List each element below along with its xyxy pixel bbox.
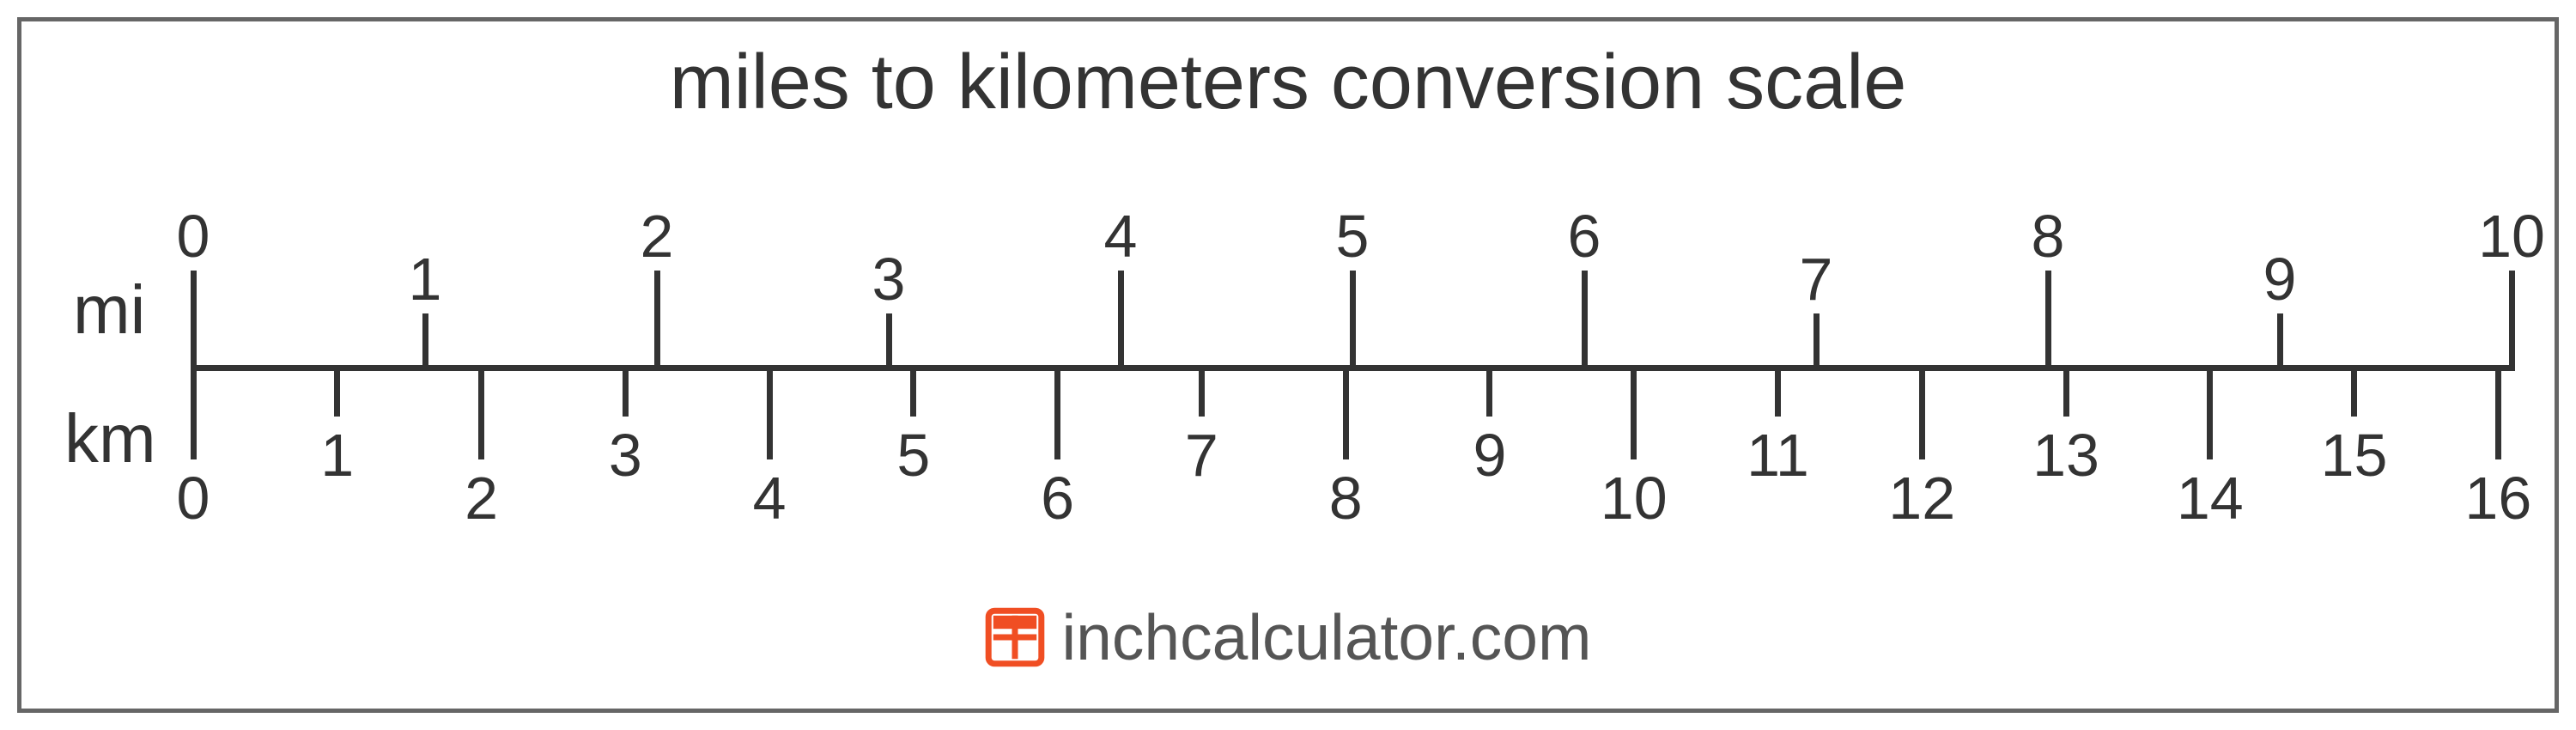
bottom-tick-label: 10 (1601, 464, 1668, 532)
top-tick (1118, 271, 1124, 371)
bottom-tick-label: 15 (2321, 421, 2388, 490)
bottom-tick (1199, 365, 1205, 417)
top-tick (1350, 271, 1356, 371)
bottom-tick-label: 8 (1329, 464, 1363, 532)
footer: inchcalculator.com (21, 600, 2555, 674)
top-tick (1582, 271, 1588, 371)
top-unit-label: mi (73, 271, 145, 350)
bottom-tick (1054, 365, 1060, 459)
top-tick-label: 7 (1800, 245, 1833, 313)
calculator-icon (985, 607, 1045, 667)
bottom-tick-label: 11 (1747, 421, 1809, 490)
bottom-tick-label: 5 (896, 421, 930, 490)
top-tick (2277, 313, 2283, 371)
bottom-tick (334, 365, 340, 417)
bottom-tick (1631, 365, 1637, 459)
bottom-tick (1343, 365, 1349, 459)
bottom-tick-label: 14 (2177, 464, 2244, 532)
top-tick-label: 0 (177, 202, 210, 271)
top-tick-label: 2 (641, 202, 674, 271)
bottom-tick-label: 2 (465, 464, 498, 532)
diagram-frame: miles to kilometers conversion scale mi … (17, 17, 2559, 713)
bottom-tick (2495, 365, 2501, 459)
top-tick-label: 6 (1568, 202, 1601, 271)
top-tick (422, 313, 428, 371)
bottom-tick-label: 6 (1041, 464, 1074, 532)
bottom-tick (910, 365, 916, 417)
bottom-tick (1486, 365, 1492, 417)
top-tick-label: 8 (2032, 202, 2065, 271)
bottom-tick (2063, 365, 2069, 417)
bottom-tick-label: 4 (753, 464, 787, 532)
bottom-tick (478, 365, 484, 459)
bottom-tick (1775, 365, 1781, 417)
bottom-unit-label: km (64, 399, 156, 478)
footer-text: inchcalculator.com (1062, 600, 1592, 674)
top-tick (654, 271, 660, 371)
bottom-tick-label: 13 (2032, 421, 2099, 490)
top-tick-label: 10 (2478, 202, 2545, 271)
conversion-scale: mi km 012345678910 012345678910111213141… (21, 159, 2555, 554)
bottom-tick (1919, 365, 1925, 459)
diagram-title: miles to kilometers conversion scale (21, 39, 2555, 127)
bottom-tick-label: 9 (1473, 421, 1506, 490)
bottom-tick-label: 7 (1185, 421, 1218, 490)
top-tick-label: 3 (872, 245, 906, 313)
bottom-tick (2207, 365, 2213, 459)
top-tick (1814, 313, 1820, 371)
bottom-tick (767, 365, 773, 459)
bottom-tick-label: 16 (2464, 464, 2531, 532)
top-tick-label: 1 (409, 245, 442, 313)
top-tick-label: 5 (1336, 202, 1370, 271)
top-tick (2509, 271, 2515, 371)
top-tick (2045, 271, 2051, 371)
bottom-tick-label: 12 (1888, 464, 1955, 532)
bottom-tick (191, 365, 197, 459)
top-tick (886, 313, 892, 371)
top-tick-label: 4 (1104, 202, 1138, 271)
top-tick-label: 9 (2263, 245, 2297, 313)
bottom-tick (623, 365, 629, 417)
bottom-tick-label: 0 (177, 464, 210, 532)
bottom-tick (2351, 365, 2357, 417)
bottom-tick-label: 3 (609, 421, 642, 490)
bottom-tick-label: 1 (320, 421, 354, 490)
top-tick (191, 271, 197, 371)
